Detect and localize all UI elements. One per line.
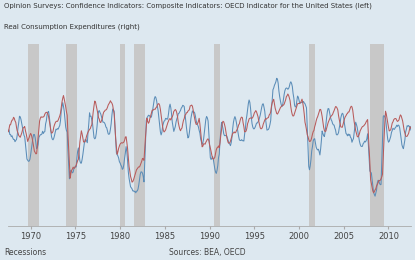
Bar [310,44,315,226]
Text: Recessions: Recessions [4,248,46,257]
Text: Sources: BEA, OECD: Sources: BEA, OECD [169,248,246,257]
Text: Opinion Surveys: Confidence Indicators: Composite Indicators: OECD Indicator for: Opinion Surveys: Confidence Indicators: … [4,3,372,9]
Bar [370,44,384,226]
Bar [120,44,124,226]
Bar [29,44,39,226]
Bar [66,44,77,226]
Bar [134,44,145,226]
Text: Real Consumption Expenditures (right): Real Consumption Expenditures (right) [4,23,140,30]
Bar [214,44,220,226]
